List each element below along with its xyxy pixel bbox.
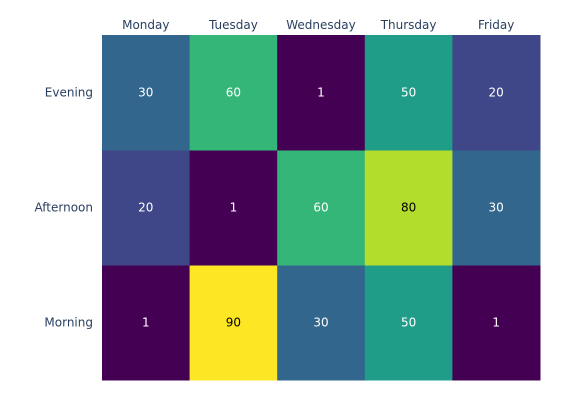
heatmap-value-label: 90 bbox=[226, 316, 241, 330]
heatmap-cell bbox=[189, 150, 278, 266]
heatmap-cell bbox=[452, 265, 541, 381]
y-tick-label: Evening bbox=[45, 86, 93, 100]
heatmap-value-label: 50 bbox=[401, 316, 416, 330]
heatmap-cell bbox=[102, 150, 191, 266]
heatmap-value-label: 80 bbox=[401, 201, 416, 215]
heatmap-value-label: 1 bbox=[492, 316, 500, 330]
y-tick-label: Morning bbox=[44, 316, 93, 330]
x-tick-label: Thursday bbox=[380, 18, 437, 32]
heatmap-cell bbox=[452, 35, 541, 151]
heatmap-cell bbox=[189, 35, 278, 151]
heatmap-value-labels: 1 90 30 50 1 20 1 60 80 30 30 60 1 50 20 bbox=[138, 86, 504, 330]
heatmap-value-label: 60 bbox=[226, 86, 241, 100]
heatmap-cell bbox=[189, 265, 278, 381]
heatmap-value-label: 20 bbox=[489, 86, 504, 100]
heatmap-cell bbox=[364, 35, 453, 151]
heatmap-cell bbox=[364, 150, 453, 266]
heatmap-cell bbox=[277, 35, 366, 151]
heatmap-value-label: 30 bbox=[138, 86, 153, 100]
y-axis-tick-labels: Morning Afternoon Evening bbox=[35, 86, 94, 330]
heatmap-cells bbox=[102, 35, 541, 381]
x-tick-label: Friday bbox=[478, 18, 514, 32]
y-tick-label: Afternoon bbox=[35, 201, 94, 215]
heatmap-cell bbox=[102, 35, 191, 151]
heatmap-cell bbox=[452, 150, 541, 266]
heatmap-cell bbox=[277, 150, 366, 266]
heatmap-cell bbox=[102, 265, 191, 381]
heatmap-value-label: 1 bbox=[317, 86, 325, 100]
heatmap-value-label: 20 bbox=[138, 201, 153, 215]
x-tick-label: Monday bbox=[122, 18, 169, 32]
x-tick-label: Tuesday bbox=[208, 18, 258, 32]
heatmap-cell bbox=[364, 265, 453, 381]
heatmap-cell bbox=[277, 265, 366, 381]
heatmap-value-label: 30 bbox=[489, 201, 504, 215]
x-axis-tick-labels: Monday Tuesday Wednesday Thursday Friday bbox=[122, 18, 514, 32]
heatmap-value-label: 1 bbox=[230, 201, 238, 215]
heatmap-value-label: 30 bbox=[313, 316, 328, 330]
heatmap-value-label: 50 bbox=[401, 86, 416, 100]
heatmap-value-label: 1 bbox=[142, 316, 150, 330]
heatmap-value-label: 60 bbox=[313, 201, 328, 215]
x-tick-label: Wednesday bbox=[286, 18, 355, 32]
